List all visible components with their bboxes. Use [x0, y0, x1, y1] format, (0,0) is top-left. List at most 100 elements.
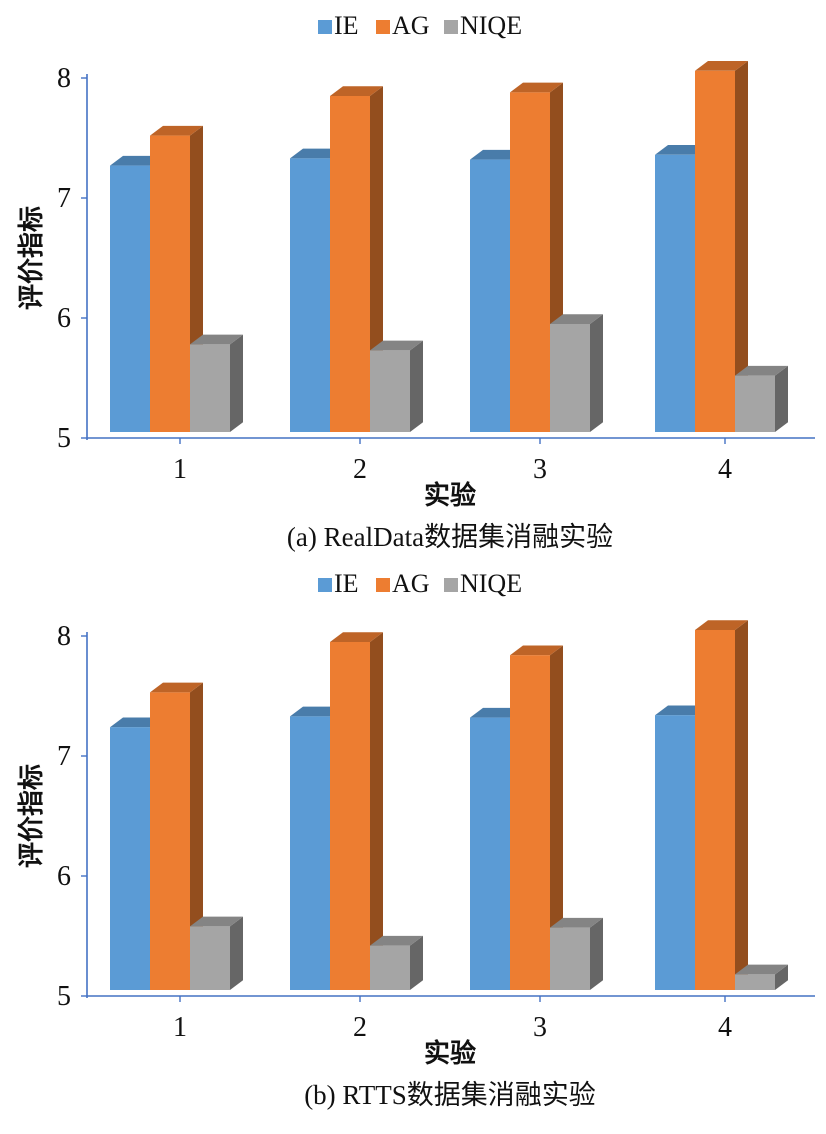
x-axis-title: 实验	[424, 480, 476, 511]
bar-front	[695, 70, 735, 433]
bar-side	[190, 682, 203, 990]
bar-niqe-exp4	[735, 964, 788, 990]
bar-top	[110, 717, 163, 728]
legend-label-ie: IE	[334, 11, 359, 40]
bar-top	[370, 935, 423, 946]
legend-swatch-niqe	[444, 20, 458, 34]
bar-top	[470, 707, 523, 718]
bar-niqe-exp3	[550, 917, 603, 990]
bar-front	[655, 154, 695, 433]
bar-ag-exp2	[330, 86, 383, 432]
bar-top	[510, 645, 563, 656]
y-axis-title: 评价指标	[17, 206, 47, 310]
x-axis-title: 实验	[424, 1038, 476, 1069]
bar-front	[470, 159, 510, 432]
bar-top	[510, 82, 563, 93]
y-tick-label: 7	[57, 183, 71, 214]
bar-top	[655, 705, 708, 716]
bar-niqe-exp1	[190, 334, 243, 432]
x-tick-label: 1	[173, 454, 187, 485]
y-tick-label: 7	[57, 741, 71, 772]
y-tick-label: 5	[57, 423, 71, 454]
bar-top	[735, 365, 788, 376]
y-axis-title: 评价指标	[17, 764, 47, 868]
bar-front	[190, 926, 230, 990]
bar-side	[590, 314, 603, 432]
x-tick-label: 4	[718, 454, 732, 485]
bar-niqe-exp4	[735, 365, 788, 432]
bar-front	[695, 630, 735, 990]
bar-front	[655, 715, 695, 990]
bar-top	[330, 632, 383, 642]
y-tick-label: 5	[57, 981, 71, 1012]
bar-side	[410, 340, 423, 432]
bar-top	[330, 86, 383, 96]
bar-side	[550, 645, 563, 990]
figure-caption: (a) RealData数据集消融实验	[287, 522, 613, 552]
bar-front	[110, 727, 150, 990]
bar-top	[150, 682, 203, 693]
bar-front	[150, 135, 190, 432]
bar-front	[330, 642, 370, 990]
bar-top	[655, 145, 708, 155]
bar-top	[735, 964, 788, 975]
bar-front	[330, 96, 370, 432]
bar-side	[590, 917, 603, 990]
bar-front	[290, 158, 330, 432]
bar-front	[370, 350, 410, 432]
bar-front	[370, 945, 410, 990]
legend-swatch-ie	[318, 578, 332, 592]
bar-ag-exp4	[695, 61, 748, 433]
bar-ag-exp1	[150, 682, 203, 990]
bar-top	[110, 155, 163, 166]
bar-front	[550, 324, 590, 432]
bar-ag-exp4	[695, 620, 748, 990]
bar-side	[775, 365, 788, 432]
bar-top	[190, 916, 243, 927]
legend: IE AG NIQE	[318, 569, 522, 598]
x-tick-label: 4	[718, 1012, 732, 1043]
bar-front	[190, 344, 230, 432]
x-tick-label: 3	[533, 454, 547, 485]
legend-swatch-ag	[376, 578, 390, 592]
y-tick-label: 8	[57, 63, 71, 94]
bar-niqe-exp1	[190, 916, 243, 990]
bar-side	[230, 916, 243, 990]
bar-top	[550, 314, 603, 324]
bar-top	[695, 620, 748, 630]
bar-side	[230, 334, 243, 432]
bar-front	[110, 165, 150, 432]
bar-niqe-exp3	[550, 314, 603, 432]
legend-swatch-ie	[318, 20, 332, 34]
bar-top	[190, 334, 243, 345]
legend: IE AG NIQE	[318, 11, 522, 40]
figure-caption: (b) RTTS数据集消融实验	[304, 1080, 596, 1110]
bar-front	[550, 927, 590, 990]
bar-top	[550, 917, 603, 928]
legend-label-ie: IE	[334, 569, 359, 598]
bar-top	[150, 125, 203, 136]
bar-front	[510, 655, 550, 990]
bar-top	[695, 61, 748, 71]
bar-top	[290, 148, 343, 159]
bar-niqe-exp2	[370, 340, 423, 432]
bar-front	[735, 375, 775, 432]
bar-side	[735, 61, 748, 433]
bar-side	[370, 632, 383, 990]
bar-side	[735, 620, 748, 990]
bar-front	[510, 92, 550, 433]
x-tick-label: 1	[173, 1012, 187, 1043]
bar-top	[370, 340, 423, 351]
bar-ag-exp2	[330, 632, 383, 990]
legend-label-ag: AG	[392, 11, 430, 40]
bar-ag-exp3	[510, 645, 563, 990]
bar-front	[150, 692, 190, 990]
bar-front	[290, 716, 330, 990]
bar-side	[410, 935, 423, 990]
legend-label-niqe: NIQE	[460, 569, 522, 598]
bar-side	[775, 964, 788, 990]
bar-front	[735, 974, 775, 990]
